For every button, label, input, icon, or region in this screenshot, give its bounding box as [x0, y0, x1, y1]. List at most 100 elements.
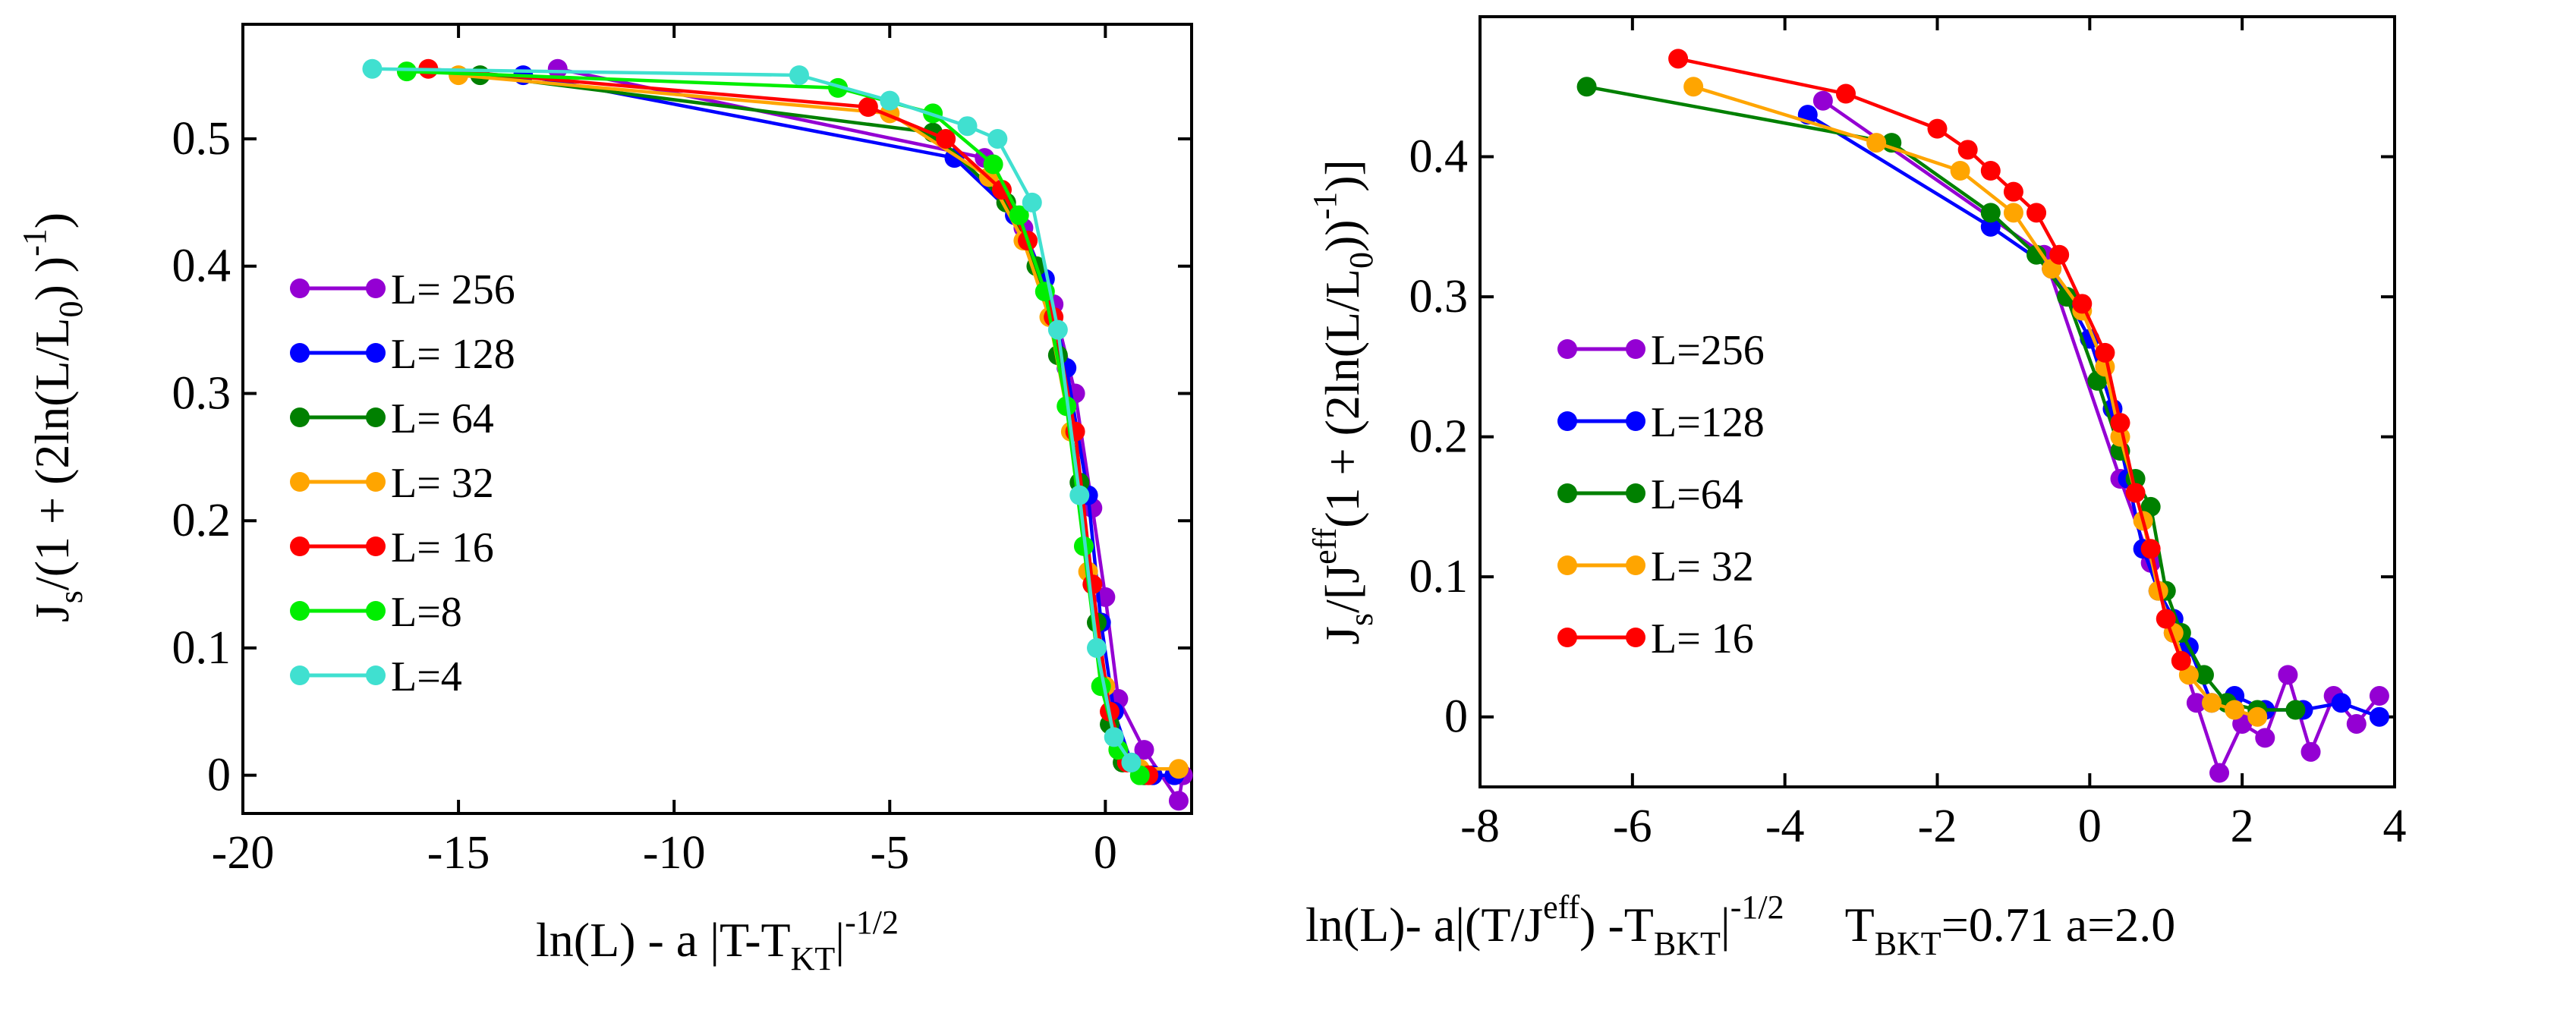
x-tick-label: -20	[212, 827, 275, 879]
left-y-axis-label: Js/(1 + (2ln(L/L0) )-1)	[16, 212, 90, 622]
data-point	[2278, 665, 2298, 685]
data-point	[2186, 693, 2206, 713]
series-l32	[1683, 77, 2268, 727]
data-point	[2026, 203, 2047, 223]
data-point	[1683, 77, 1704, 97]
data-point	[1576, 77, 1597, 97]
data-point	[1168, 759, 1189, 779]
data-point	[2072, 294, 2093, 314]
legend-swatch-marker	[1557, 628, 1577, 647]
data-point	[1668, 49, 1689, 69]
x-tick-label: -8	[1460, 801, 1500, 852]
data-point	[2003, 181, 2023, 202]
x-tick-label: -10	[643, 827, 706, 879]
data-point	[1980, 203, 2001, 223]
data-point	[2285, 700, 2306, 720]
series-l16	[1668, 49, 2191, 671]
y-tick-label: 0.3	[172, 367, 231, 419]
left-x-axis-label: ln(L) - a |T-TKT|-1/2	[536, 904, 899, 977]
data-point	[2193, 665, 2214, 685]
right-series	[1576, 49, 2389, 783]
x-tick-label: 0	[2078, 801, 2102, 852]
legend-swatch-marker	[1557, 339, 1577, 359]
legend-label: L= 32	[1651, 543, 1754, 590]
y-tick-label: 0.2	[1409, 411, 1469, 463]
legend-item: L= 64	[290, 395, 494, 442]
legend-label: L=8	[391, 589, 462, 636]
x-tick-label: -15	[427, 827, 490, 879]
legend-item: L= 256	[290, 266, 515, 313]
data-point	[983, 154, 1003, 175]
legend-label: L= 128	[391, 331, 515, 378]
legend-label: L=4	[391, 653, 462, 700]
data-point	[2095, 342, 2115, 363]
legend-label: L=128	[1651, 399, 1765, 446]
data-point	[2140, 539, 2161, 559]
y-tick-label: 0.4	[1409, 131, 1469, 183]
legend-swatch-marker	[1626, 411, 1645, 431]
data-point	[1104, 727, 1124, 747]
y-tick-label: 0.1	[172, 622, 231, 674]
y-tick-label: 0.3	[1409, 271, 1469, 323]
data-point	[2110, 413, 2130, 433]
legend-item: L=8	[290, 589, 462, 636]
legend-swatch-marker	[1626, 339, 1645, 359]
data-point	[2346, 713, 2367, 734]
legend-swatch-marker	[1557, 483, 1577, 503]
data-point	[2225, 700, 2245, 720]
data-point	[2049, 244, 2070, 265]
data-point	[957, 116, 978, 137]
data-point	[1957, 140, 1978, 160]
x-tick-label: -5	[870, 827, 909, 879]
left-chart: -20 -15 -10 -5 0 0 0.1 0.2 0.3 0.4 0.5 L= 256 L= 12…	[16, 23, 1193, 977]
legend-label: L= 256	[391, 266, 515, 313]
legend-swatch-marker	[366, 472, 386, 492]
series-l128	[513, 65, 1185, 785]
data-point	[362, 58, 383, 79]
legend-swatch-marker	[1557, 411, 1577, 431]
data-point	[2369, 686, 2389, 706]
data-point	[1927, 118, 1948, 139]
legend-label: L= 16	[1651, 615, 1754, 662]
data-point	[1082, 574, 1103, 595]
legend-item: L= 128	[290, 331, 515, 378]
legend-swatch-marker	[1626, 555, 1645, 575]
legend-swatch-marker	[290, 601, 310, 621]
data-point	[858, 97, 878, 118]
legend-label: L= 64	[391, 395, 494, 442]
y-tick-label: 0.1	[1409, 551, 1469, 603]
left-ticks: -20 -15 -10 -5 0 0 0.1 0.2 0.3 0.4 0.5	[172, 24, 1192, 879]
data-point	[1836, 83, 1856, 104]
y-tick-label: 0	[1444, 691, 1468, 743]
x-tick-label: -6	[1613, 801, 1652, 852]
legend-swatch-marker	[1626, 628, 1645, 647]
legend-swatch-marker	[366, 536, 386, 556]
data-point	[1812, 90, 1833, 111]
x-tick-label: 4	[2383, 801, 2407, 852]
data-point	[2209, 763, 2230, 783]
data-point	[1069, 485, 1090, 505]
data-point	[880, 90, 900, 111]
legend-item: L= 32	[1557, 543, 1754, 590]
legend-item: L=4	[290, 653, 462, 700]
legend-item: L= 16	[1557, 615, 1754, 662]
data-point	[547, 58, 568, 79]
series-l128	[1797, 105, 2389, 727]
data-point	[2057, 287, 2077, 307]
x-tick-label: 2	[2231, 801, 2254, 852]
legend-swatch-marker	[290, 472, 310, 492]
data-point	[2369, 706, 2389, 727]
legend-label: L= 16	[391, 524, 494, 571]
legend-label: L=256	[1651, 327, 1765, 374]
legend-item: L= 32	[290, 460, 494, 507]
data-point	[1980, 216, 2001, 237]
data-point	[2300, 741, 2321, 762]
legend-swatch-marker	[290, 407, 310, 427]
data-point	[2125, 483, 2146, 503]
data-point	[987, 128, 1008, 149]
x-tick-label: -2	[1918, 801, 1957, 852]
x-tick-label: 0	[1094, 827, 1117, 879]
legend-item: L=128	[1557, 399, 1765, 446]
series-line	[428, 67, 1150, 777]
